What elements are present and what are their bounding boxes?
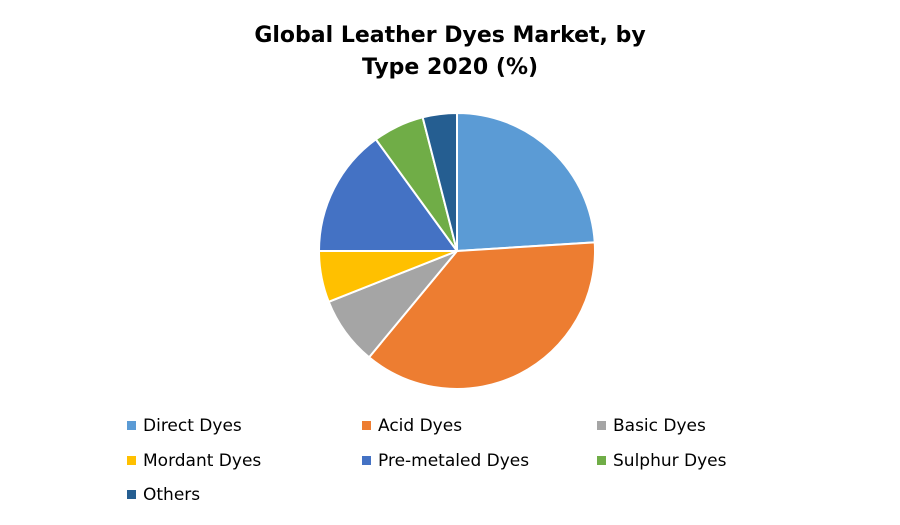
legend-swatch xyxy=(127,421,136,430)
legend-label: Sulphur Dyes xyxy=(613,451,727,471)
legend-label: Acid Dyes xyxy=(378,416,462,436)
pie-slice xyxy=(367,241,596,390)
legend-swatch xyxy=(127,490,136,499)
legend-swatch xyxy=(362,421,371,430)
legend-label: Direct Dyes xyxy=(143,416,242,436)
legend-label: Pre-metaled Dyes xyxy=(378,451,529,471)
pie-slice xyxy=(456,111,596,253)
legend-swatch xyxy=(127,456,136,465)
legend-label: Others xyxy=(143,485,200,505)
legend-label: Basic Dyes xyxy=(613,416,706,436)
legend-swatch xyxy=(597,421,606,430)
legend-swatch xyxy=(597,456,606,465)
chart-title: Global Leather Dyes Market, by Type 2020… xyxy=(254,23,646,80)
legend-label: Mordant Dyes xyxy=(143,451,261,471)
pie-slice xyxy=(317,137,459,252)
pie-slice xyxy=(421,111,458,252)
legend-swatch xyxy=(362,456,371,465)
